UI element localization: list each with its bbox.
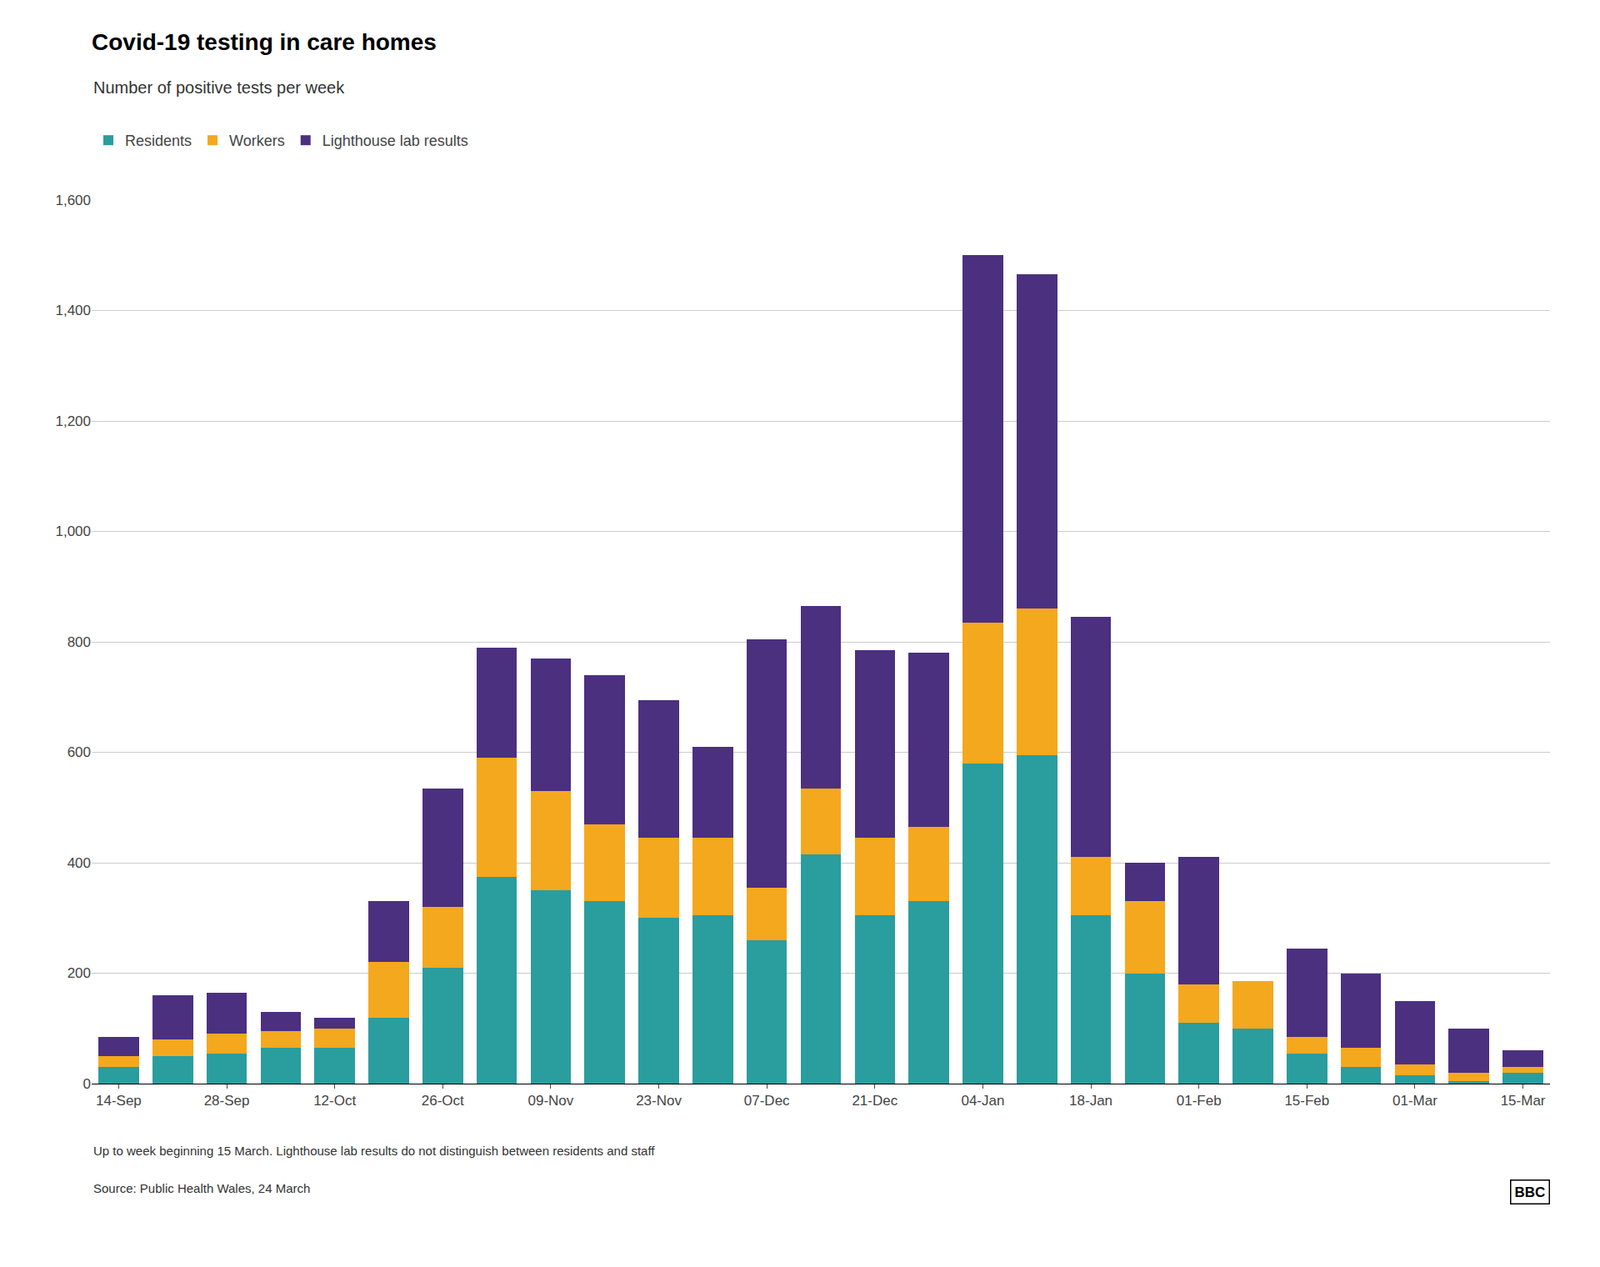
svg-text:BBC: BBC — [1515, 1184, 1546, 1200]
svg-text:Up to week beginning 15 March.: Up to week beginning 15 March. Lighthous… — [93, 1143, 655, 1158]
svg-text:600: 600 — [67, 744, 91, 760]
svg-text:Workers: Workers — [229, 132, 285, 150]
svg-text:07-Dec: 07-Dec — [744, 1092, 790, 1109]
svg-text:09-Nov: 09-Nov — [528, 1092, 575, 1109]
svg-text:15-Mar: 15-Mar — [1500, 1092, 1546, 1109]
svg-text:01-Feb: 01-Feb — [1176, 1092, 1222, 1109]
svg-text:400: 400 — [67, 855, 91, 871]
svg-text:1,600: 1,600 — [55, 192, 91, 209]
svg-text:01-Mar: 01-Mar — [1392, 1092, 1438, 1109]
svg-text:Residents: Residents — [125, 132, 192, 150]
svg-text:1,200: 1,200 — [55, 413, 91, 430]
svg-text:26-Oct: 26-Oct — [421, 1092, 465, 1109]
svg-text:0: 0 — [83, 1075, 91, 1092]
svg-text:14-Sep: 14-Sep — [95, 1092, 142, 1109]
svg-text:21-Dec: 21-Dec — [851, 1092, 898, 1109]
svg-text:18-Jan: 18-Jan — [1069, 1092, 1113, 1109]
svg-text:800: 800 — [67, 634, 91, 650]
svg-text:1,000: 1,000 — [55, 523, 91, 540]
svg-text:04-Jan: 04-Jan — [960, 1092, 1005, 1109]
svg-text:Source: Public Health Wales, 2: Source: Public Health Wales, 24 March — [93, 1180, 310, 1195]
svg-text:200: 200 — [67, 965, 91, 981]
svg-text:28-Sep: 28-Sep — [204, 1092, 250, 1109]
svg-text:1,400: 1,400 — [55, 302, 91, 319]
svg-text:12-Oct: 12-Oct — [313, 1092, 356, 1109]
svg-text:23-Nov: 23-Nov — [635, 1092, 682, 1109]
svg-text:Covid-19 testing in care homes: Covid-19 testing in care homes — [91, 29, 437, 55]
svg-text:Lighthouse lab results: Lighthouse lab results — [322, 132, 469, 150]
svg-text:15-Feb: 15-Feb — [1284, 1092, 1330, 1109]
svg-text:Number of positive tests per w: Number of positive tests per week — [93, 78, 345, 97]
